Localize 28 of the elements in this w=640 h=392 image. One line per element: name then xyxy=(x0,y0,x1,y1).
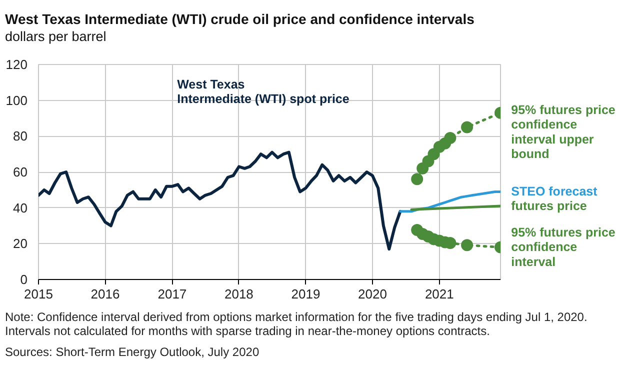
x-tick-label: 2016 xyxy=(90,286,120,302)
source-note: Sources: Short-Term Energy Outlook, July 2020 xyxy=(5,344,260,360)
series-label: STEO forecast xyxy=(511,184,598,199)
y-tick-label: 100 xyxy=(6,92,28,108)
y-tick-label: 60 xyxy=(13,164,28,180)
chart-title: West Texas Intermediate (WTI) crude oil price and confidence intervals xyxy=(5,11,474,28)
point xyxy=(411,173,424,186)
y-tick-label: 0 xyxy=(20,272,28,287)
text: Note: Confidence interval derived from options market information for the five trading days ending Jul 1, 2020. Intervals not calculated for months with sparse trading in near-the-money options contracts. xyxy=(5,310,588,339)
x-tick-label: 2019 xyxy=(291,286,320,302)
y-tick-label: 120 xyxy=(6,57,28,72)
y-tick-label: 40 xyxy=(13,200,28,216)
y-axis-title: dollars per barrel xyxy=(5,28,108,46)
point xyxy=(461,121,474,134)
y-tick-label: 80 xyxy=(13,128,28,144)
x-tick-label: 2020 xyxy=(358,286,387,302)
series-label: futures price xyxy=(511,199,587,214)
point xyxy=(444,132,456,144)
x-tick-label: 2018 xyxy=(224,286,254,302)
text: West Texas Intermediate (WTI) spot price xyxy=(177,77,350,106)
line-series xyxy=(38,150,402,251)
x-tick-label: 2021 xyxy=(424,286,454,302)
x-tick-label: 2015 xyxy=(24,286,53,302)
point xyxy=(461,239,474,252)
series-label: 95% futures price confidence interval xyxy=(511,226,616,269)
y-tick-label: 20 xyxy=(13,236,28,252)
x-tick-label: 2017 xyxy=(158,286,187,302)
series-label: 95% futures price confidence interval upper bound xyxy=(511,102,616,161)
